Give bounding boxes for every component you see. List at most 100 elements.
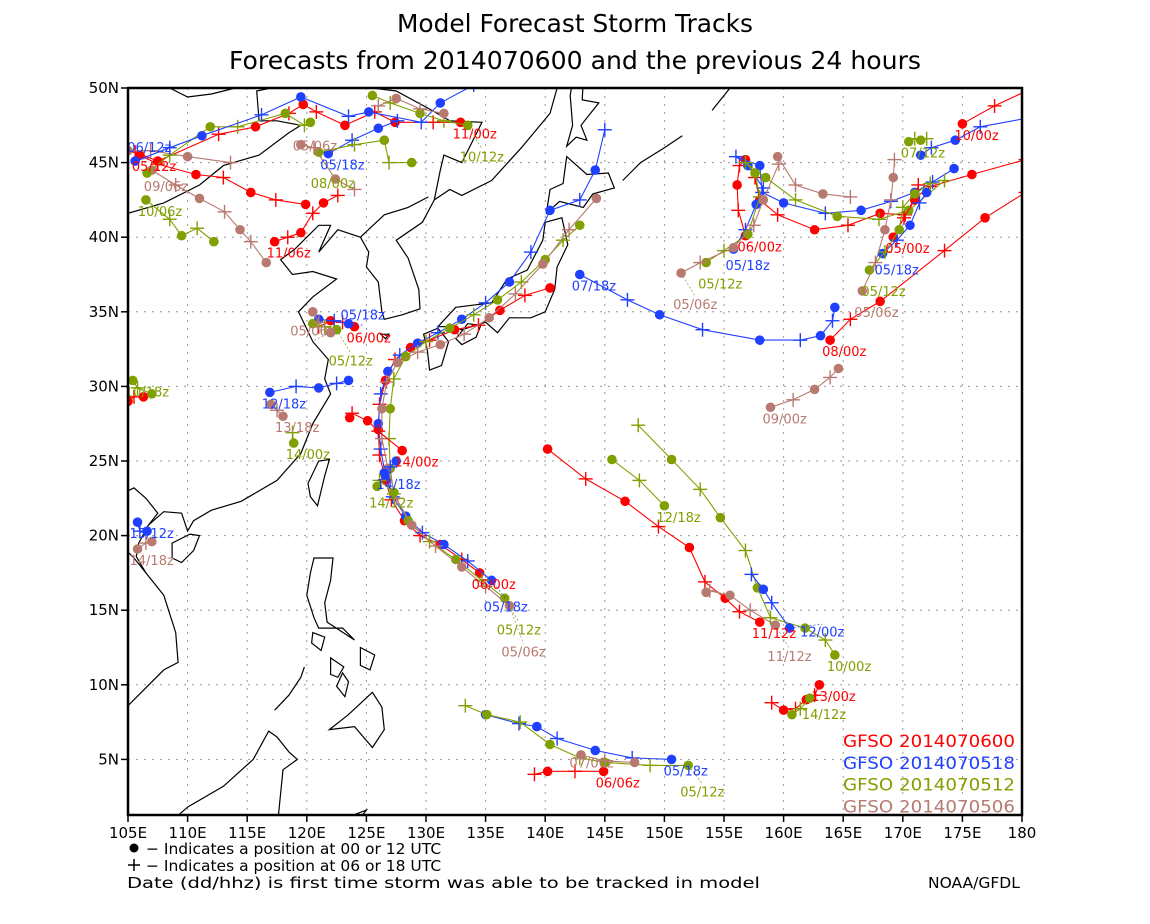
position-cross-06-18utc <box>556 233 571 248</box>
position-dot-00-12utc <box>392 357 403 368</box>
position-cross-06-18utc <box>309 104 324 119</box>
coastline-negros-cebu <box>335 671 350 699</box>
position-cross-06-18utc <box>717 243 731 258</box>
track-start-date-label: 07/00z <box>569 756 613 771</box>
lat-tick-label: 45N <box>89 154 119 172</box>
position-dot-00-12utc <box>313 383 324 393</box>
storm-track <box>128 143 238 170</box>
position-dot-00-12utc <box>132 517 143 527</box>
position-cross-06-18utc <box>415 525 430 540</box>
credit-noaa-gfdl: NOAA/GFDL <box>928 874 1020 892</box>
position-dot-00-12utc <box>545 205 555 216</box>
storm-track <box>787 693 815 720</box>
position-cross-06-18utc <box>896 210 911 225</box>
position-dot-00-12utc <box>383 366 393 377</box>
lon-tick-label: 145E <box>586 824 624 842</box>
position-cross-06-18utc <box>923 176 938 191</box>
position-cross-06-18utc <box>728 149 743 164</box>
track-start-date-label: 11/12z <box>767 650 811 665</box>
position-cross-06-18utc <box>550 731 565 746</box>
track-start-date-label: 10/06z <box>138 205 182 220</box>
position-cross-06-18utc <box>289 379 304 394</box>
plot-frame <box>126 86 1024 817</box>
lon-tick-label: 165E <box>824 824 862 842</box>
track-start-date-label: 13/00z <box>811 690 855 705</box>
coastline-hokkaido <box>545 155 616 215</box>
position-cross-06-18utc <box>371 98 386 113</box>
position-dot-00-12utc <box>750 168 760 178</box>
lat-tick-label: 50N <box>89 79 119 97</box>
legend-entry: GFSO 2014070518 <box>843 754 1015 774</box>
lon-tick-label: 175E <box>943 824 981 842</box>
position-dot-00-12utc <box>391 93 402 104</box>
label-leader-line <box>336 329 352 354</box>
position-dot-00-12utc <box>439 108 449 119</box>
position-dot-00-12utc <box>266 399 276 410</box>
position-cross-06-18utc <box>230 119 245 134</box>
storm-track <box>372 473 399 498</box>
position-cross-06-18utc <box>693 482 708 497</box>
storm-track <box>142 108 316 178</box>
lat-tick-label: 15N <box>89 601 119 619</box>
coastline-mindanao <box>327 691 385 749</box>
legend-entry: GFSO 2014070600 <box>843 732 1015 752</box>
position-dot-00-12utc <box>445 323 455 334</box>
position-dot-00-12utc <box>406 157 417 168</box>
position-cross-06-18utc <box>697 574 712 589</box>
position-dot-00-12utc <box>385 403 396 414</box>
position-cross-06-18utc <box>386 371 401 386</box>
coastline-borneo <box>177 730 299 815</box>
position-cross-06-18utc <box>651 519 666 534</box>
position-dot-00-12utc <box>484 312 494 323</box>
position-dot-00-12utc <box>245 187 256 198</box>
position-dot-00-12utc <box>142 526 152 536</box>
track-start-date-label: 09/06z <box>144 180 188 195</box>
position-dot-00-12utc <box>778 198 789 208</box>
position-cross-06-18utc <box>382 155 397 170</box>
border-china-korea <box>359 196 429 238</box>
track-start-date-label: 10/18z <box>125 385 169 400</box>
border-inner <box>169 88 236 98</box>
position-cross-06-18utc <box>843 312 858 327</box>
storm-track <box>576 750 640 768</box>
position-dot-00-12utc <box>542 766 553 777</box>
lon-tick-label: 115E <box>228 824 266 842</box>
position-dot-00-12utc <box>235 224 245 235</box>
position-dot-00-12utc <box>373 123 384 134</box>
position-dot-00-12utc <box>379 135 390 146</box>
position-cross-06-18utc <box>793 333 808 348</box>
position-dot-00-12utc <box>138 392 149 402</box>
position-dot-00-12utc <box>857 286 868 296</box>
position-dot-00-12utc <box>754 335 765 345</box>
position-dot-00-12utc <box>654 309 665 320</box>
storm-track <box>574 269 840 348</box>
position-dot-00-12utc <box>330 174 341 184</box>
track-start-date-label: 05/12z <box>861 285 905 300</box>
position-dot-00-12utc <box>949 163 959 174</box>
storm-track <box>132 517 152 539</box>
position-dot-00-12utc <box>607 454 617 465</box>
position-cross-06-18utc <box>877 245 892 260</box>
position-cross-06-18utc <box>840 218 855 233</box>
position-cross-06-18utc <box>410 345 425 360</box>
track-start-date-label: 05/18z <box>664 764 708 779</box>
position-dot-00-12utc <box>732 180 742 190</box>
position-cross-06-18utc <box>732 604 747 619</box>
label-leader-line <box>680 272 696 297</box>
storm-track <box>130 88 475 166</box>
lon-tick-label: 155E <box>705 824 743 842</box>
position-dot-00-12utc <box>197 130 207 141</box>
position-dot-00-12utc <box>296 92 306 102</box>
track-line <box>534 770 604 775</box>
dot-note: − Indicates a position at 00 or 12 UTC <box>146 840 441 858</box>
position-cross-06-18utc <box>744 567 759 582</box>
track-line <box>680 156 851 274</box>
position-dot-00-12utc <box>278 411 288 422</box>
position-dot-00-12utc <box>492 295 503 305</box>
position-dot-00-12utc <box>340 120 350 131</box>
position-dot-00-12utc <box>296 227 306 238</box>
position-dot-00-12utc <box>343 375 354 386</box>
position-dot-00-12utc <box>296 139 306 150</box>
position-cross-06-18utc <box>631 418 646 433</box>
